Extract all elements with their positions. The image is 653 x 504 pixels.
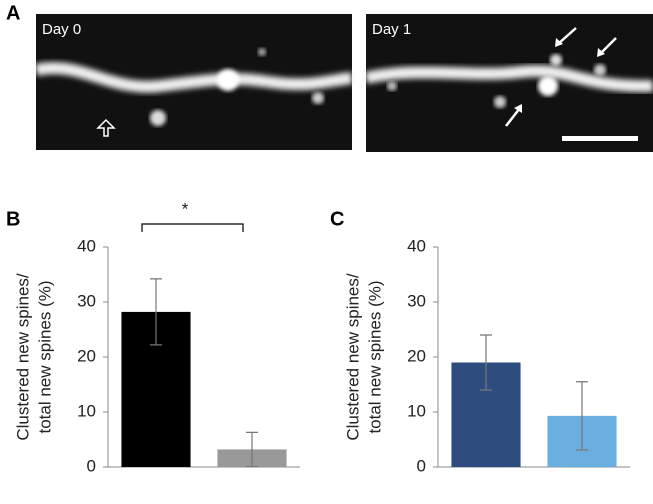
y-axis-label: total new spines (%): [35, 280, 54, 433]
y-axis-label: Clustered new spines/: [343, 273, 362, 441]
micrograph: Day 0: [34, 14, 353, 150]
image-label: Day 0: [42, 21, 81, 38]
panel-label: C: [330, 208, 344, 230]
y-axis-label: total new spines (%): [365, 280, 384, 433]
y-tick-label: 40: [407, 236, 426, 255]
micrograph: Day 1: [364, 14, 653, 152]
y-axis-label: Clustered new spines/: [13, 273, 32, 441]
y-tick-label: 0: [87, 456, 96, 475]
error-bar: [246, 431, 258, 468]
annotation: *: [182, 199, 189, 218]
y-tick-label: 20: [77, 346, 96, 365]
y-tick-label: 10: [77, 401, 96, 420]
significance: *: [141, 199, 244, 232]
y-tick-label: 10: [407, 401, 426, 420]
y-tick-label: 30: [407, 291, 426, 310]
error-bar: [480, 334, 492, 391]
error-bar: [150, 278, 162, 346]
error-bar: [576, 381, 588, 451]
y-tick-label: 0: [417, 456, 426, 475]
y-tick-label: 30: [77, 291, 96, 310]
y-tick-label: 40: [77, 236, 96, 255]
image-label: Day 1: [372, 21, 411, 38]
panel-label: A: [6, 2, 20, 24]
panel-label: B: [6, 208, 20, 230]
y-tick-label: 20: [407, 346, 426, 365]
